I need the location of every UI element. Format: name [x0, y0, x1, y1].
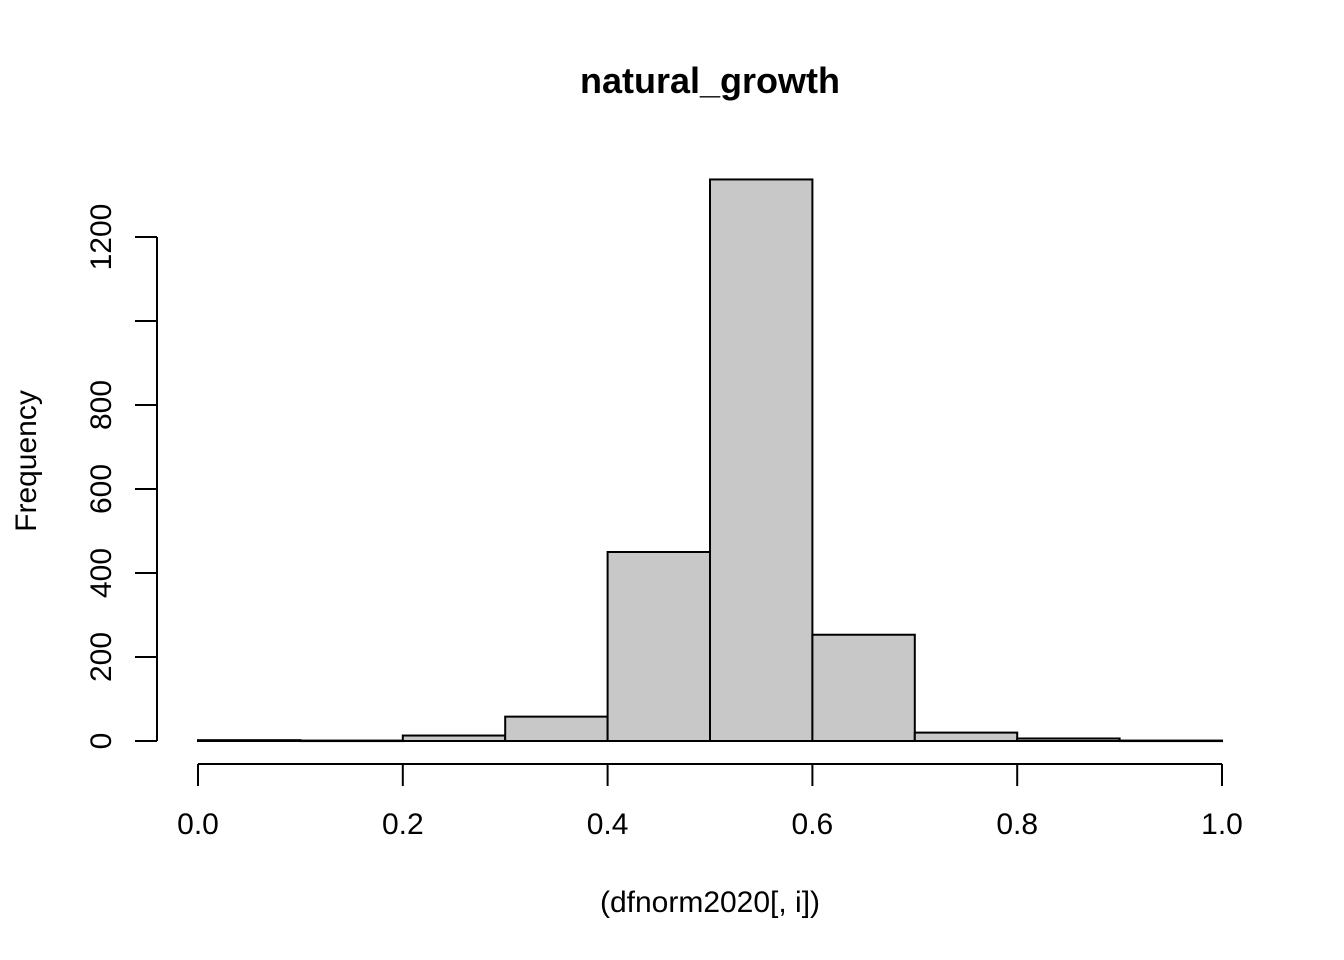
x-tick-label: 0.6 [792, 808, 834, 841]
histogram-bar-1 [299, 739, 404, 743]
y-tick-label: 400 [85, 548, 118, 598]
x-axis-label: (dfnorm2020[, i]) [600, 886, 820, 919]
x-tick-label: 0.4 [587, 808, 629, 841]
histogram-bar-8 [1016, 737, 1121, 742]
y-tick-label: 800 [85, 380, 118, 430]
x-tick-label: 0.2 [382, 808, 424, 841]
histogram-bar-4 [606, 551, 711, 742]
x-axis: 0.0 0.2 0.4 0.6 0.8 1.0 [177, 763, 1243, 841]
y-axis: 0 200 400 600 800 1200 [85, 204, 158, 750]
bars-group [197, 178, 1223, 743]
y-tick-label: 600 [85, 464, 118, 514]
histogram-bar-0 [197, 739, 302, 742]
x-tick-label: 1.0 [1201, 808, 1243, 841]
x-tick-label: 0.0 [177, 808, 219, 841]
y-tick-label: 0 [85, 733, 118, 750]
histogram-bar-3 [504, 715, 609, 743]
y-tick-label: 200 [85, 632, 118, 682]
histogram-bar-5 [709, 178, 814, 742]
x-tick-label: 0.8 [996, 808, 1038, 841]
chart-title: natural_growth [580, 60, 840, 101]
histogram-bar-2 [401, 734, 507, 742]
histogram-bar-9 [1118, 739, 1223, 743]
y-tick-label: 1200 [85, 204, 118, 271]
y-axis-label: Frequency [10, 390, 43, 532]
histogram-bar-7 [913, 731, 1019, 742]
histogram-bar-6 [811, 633, 916, 742]
